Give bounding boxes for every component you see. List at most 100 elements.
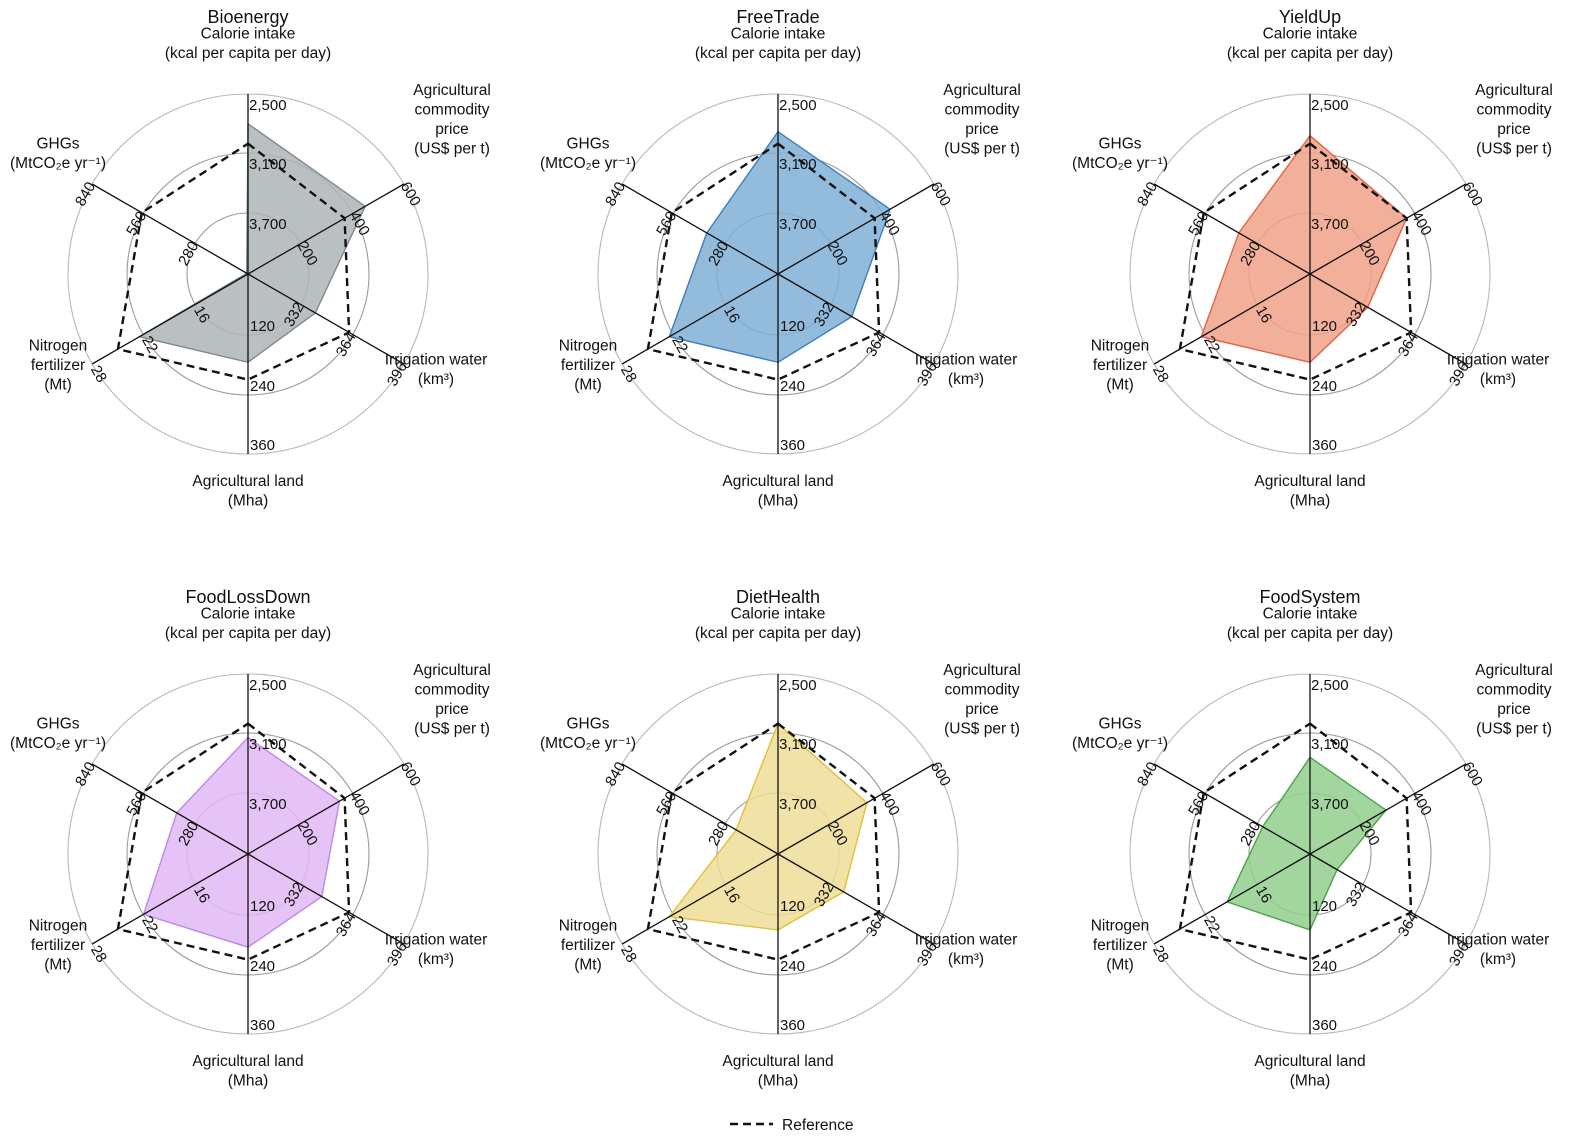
axis-label-calorie: Calorie intake (kcal per capita per day): [165, 26, 331, 63]
tick-label: 364: [333, 330, 360, 360]
tick-label: 3,100: [1311, 156, 1349, 173]
radar-panels: Bioenergy 2,500 3,100 3,700 Calorie intake (k…: [10, 7, 1553, 1090]
axis-label-nitrogen: Nitrogen fertilizer (Mt): [1091, 338, 1150, 394]
tick-label: 120: [780, 898, 805, 915]
tick-label: 2,500: [1311, 97, 1349, 114]
reference-polygon: [116, 142, 351, 381]
radar-panel-diethealth: DietHealth 2,500 3,100 3,700 Calorie intake(…: [540, 587, 1021, 1090]
tick-label: 332: [1343, 880, 1370, 910]
tick-label: 364: [1395, 910, 1422, 940]
axis-spoke: [1153, 763, 1311, 855]
tick-label: 2,500: [779, 677, 817, 694]
reference-polygon: [116, 722, 351, 961]
panel-title: DietHealth: [736, 587, 820, 607]
axis-label-water: Irrigation water (km³): [385, 931, 488, 968]
tick-label: 400: [876, 789, 903, 819]
tick-label: 3,100: [779, 156, 817, 173]
reference-polygon: [1178, 722, 1413, 961]
tick-label: 120: [1312, 318, 1337, 335]
axis-label-price: Agricultural commodity price (US$ per t): [943, 82, 1021, 158]
tick-label: 400: [346, 789, 373, 819]
axis-spoke: [777, 183, 935, 275]
panel-title: FoodLossDown: [185, 587, 310, 607]
axis-spoke: [91, 763, 249, 855]
radar-panel-foodsystem: FoodSystem 2,500 3,100 3,700 Calorie intake(…: [1072, 587, 1553, 1090]
tick-label: 2,500: [1311, 677, 1349, 694]
tick-label: 364: [863, 910, 890, 940]
tick-label: 840: [72, 759, 99, 789]
tick-label: 240: [1312, 378, 1337, 395]
tick-label: 560: [653, 209, 680, 239]
tick-label: 3,700: [1311, 216, 1349, 233]
axis-label-land: Agricultural land (Mha): [1254, 473, 1365, 510]
tick-label: 600: [1459, 759, 1486, 789]
tick-label: 360: [1312, 1017, 1337, 1034]
axis-label-water: Irrigation water (km³): [915, 931, 1018, 968]
tick-label: 3,700: [779, 796, 817, 813]
tick-label: 600: [927, 179, 954, 209]
axis-spoke: [247, 853, 405, 945]
tick-label: 840: [602, 759, 629, 789]
tick-label: 240: [780, 378, 805, 395]
panel-title: FoodSystem: [1259, 587, 1360, 607]
tick-label: 364: [333, 910, 360, 940]
tick-label: 22: [1200, 913, 1223, 936]
axis-label-water: Irrigation water (km³): [915, 351, 1018, 388]
tick-label: 3,700: [249, 796, 287, 813]
tick-label: 360: [250, 1017, 275, 1034]
tick-label: 16: [720, 883, 743, 906]
axis-label-nitrogen: Nitrogen fertilizer (Mt): [559, 918, 618, 974]
axis-spoke: [1309, 183, 1467, 275]
tick-label: 120: [250, 318, 275, 335]
tick-label: 240: [250, 958, 275, 975]
axis-spoke: [1309, 763, 1467, 855]
panel-title: Bioenergy: [207, 7, 288, 27]
tick-label: 600: [397, 759, 424, 789]
radar-panel-foodlossdown: FoodLossDown 2,500 3,100 3,700 Calorie intak…: [10, 587, 491, 1090]
tick-label: 3,100: [249, 736, 287, 753]
axis-label-price: Agricultural commodity price (US$ per t): [1475, 82, 1553, 158]
axis-label-water: Irrigation water (km³): [1447, 931, 1550, 968]
tick-label: 360: [780, 437, 805, 454]
axis-label-nitrogen: Nitrogen fertilizer (Mt): [559, 338, 618, 394]
tick-label: 240: [1312, 958, 1337, 975]
axis-spoke: [621, 183, 779, 275]
tick-label: 2,500: [249, 677, 287, 694]
axis-label-land: Agricultural land (Mha): [192, 473, 303, 510]
tick-label: 400: [1408, 789, 1435, 819]
tick-label: 560: [123, 789, 150, 819]
tick-label: 28: [87, 363, 110, 386]
radar-panel-bioenergy: Bioenergy 2,500 3,100 3,700 Calorie intake (k…: [10, 7, 491, 510]
tick-label: 28: [617, 943, 640, 966]
axis-spoke: [777, 853, 935, 945]
tick-label: 28: [1149, 363, 1172, 386]
tick-label: 840: [72, 179, 99, 209]
tick-label: 22: [668, 333, 691, 356]
axis-spoke: [247, 183, 405, 275]
tick-label: 16: [1252, 303, 1275, 326]
axis-label-ghg: GHGs (MtCO₂e yr⁻¹): [10, 715, 106, 752]
axis-label-water: Irrigation water (km³): [1447, 351, 1550, 388]
tick-label: 22: [138, 333, 161, 356]
tick-label: 3,100: [249, 156, 287, 173]
reference-polygon: [646, 722, 881, 961]
axis-spoke: [1309, 273, 1467, 365]
tick-label: 16: [720, 303, 743, 326]
tick-label: 3,700: [249, 216, 287, 233]
axis-spoke: [1153, 183, 1311, 275]
tick-label: 22: [138, 913, 161, 936]
tick-label: 360: [1312, 437, 1337, 454]
axis-spoke: [1309, 853, 1467, 945]
tick-label: 28: [87, 943, 110, 966]
tick-label: 840: [602, 179, 629, 209]
axis-label-ghg: GHGs (MtCO₂e yr⁻¹): [1072, 715, 1168, 752]
tick-label: 364: [863, 330, 890, 360]
tick-label: 840: [1134, 179, 1161, 209]
tick-label: 2,500: [249, 97, 287, 114]
reference-polygon: [646, 142, 881, 381]
tick-label: 16: [190, 883, 213, 906]
reference-polygon: [1178, 142, 1413, 381]
tick-label: 28: [617, 363, 640, 386]
legend: Reference: [730, 1117, 854, 1134]
